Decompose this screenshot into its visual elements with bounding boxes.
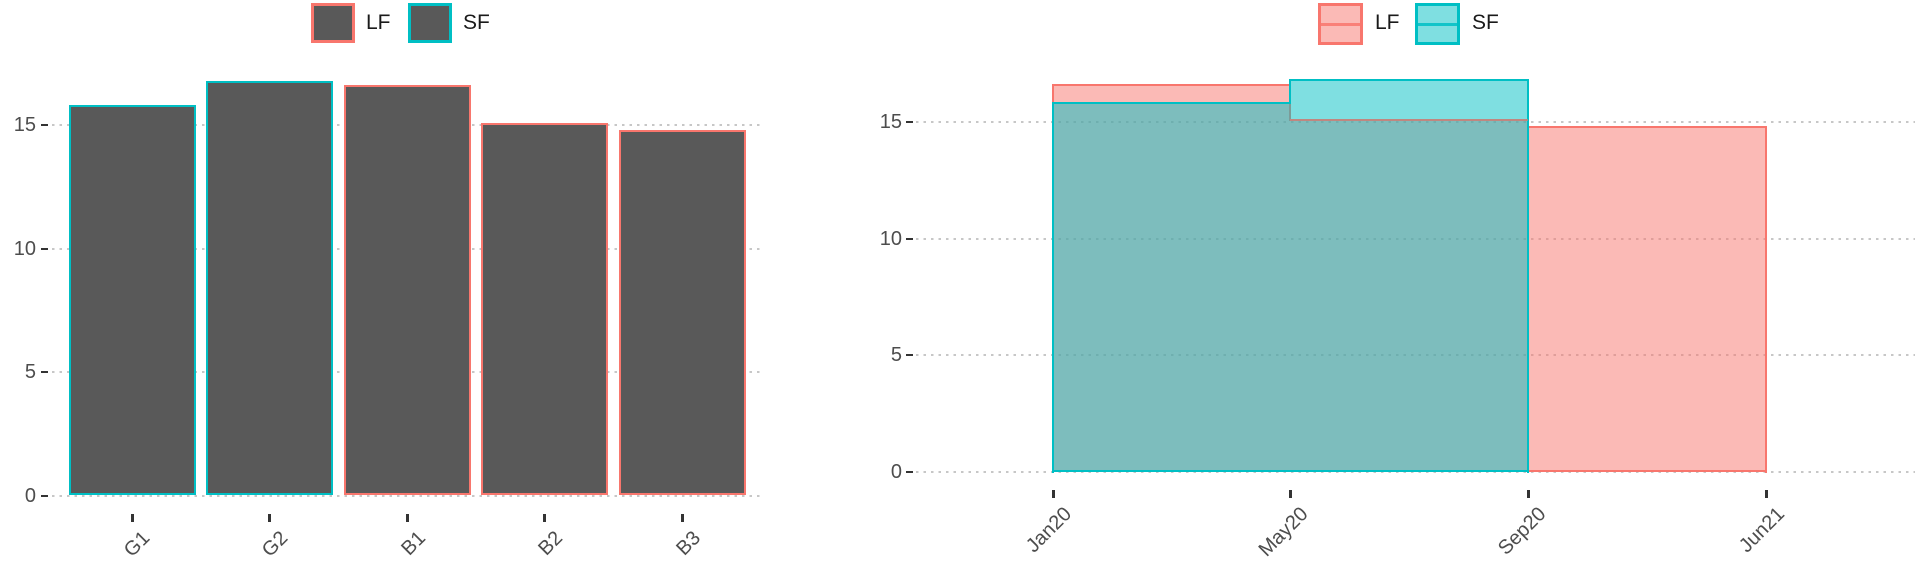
- x-axis-tick-label: Jun21: [1734, 503, 1789, 558]
- y-axis-tick-label: 5: [24, 361, 36, 383]
- y-axis-tickmark: [41, 124, 48, 126]
- gridline-y0: [52, 494, 762, 497]
- area-edge-left-sf: [1052, 102, 1054, 473]
- x-axis-tick-label: G2: [257, 527, 293, 562]
- x-axis-tick-label: B2: [534, 527, 568, 560]
- area-edge-right-sf: [1527, 79, 1529, 473]
- x-axis-tick-label: B1: [396, 527, 430, 560]
- area-fill-sf: [1290, 80, 1528, 472]
- legend-label-sf: SF: [463, 11, 490, 34]
- x-axis-tick-label: G1: [120, 527, 155, 562]
- bar-g1: [68, 105, 196, 496]
- area-top-sf: [1290, 79, 1528, 82]
- x-axis-tickmark: [680, 514, 684, 522]
- y-axis-tickmark: [41, 247, 48, 250]
- legend-label-lf: LF: [1375, 11, 1400, 34]
- legend-label-sf: SF: [1472, 11, 1499, 34]
- y-axis-tick-label: 0: [24, 484, 36, 507]
- area-top-sf: [1053, 102, 1290, 105]
- x-axis-tick-label: Jan20: [1021, 503, 1076, 558]
- y-axis-tickmark: [906, 237, 913, 240]
- area-step-sf: [1289, 79, 1291, 105]
- y-axis-tickmark: [41, 494, 48, 497]
- x-axis-tickmark: [543, 514, 546, 522]
- legend-swatch-sf: [1415, 3, 1460, 45]
- bar-b2: [481, 122, 608, 496]
- y-axis-tick-label: 5: [890, 344, 902, 367]
- legend-swatch-lf: [1318, 3, 1363, 45]
- legend-swatch-sf: [408, 3, 452, 43]
- area-edge-right-lf: [1765, 125, 1767, 473]
- legend-swatch-midline: [1418, 22, 1457, 26]
- bar-b1: [343, 85, 471, 496]
- area-top-lf: [1528, 125, 1766, 128]
- area-fill-sf: [1053, 103, 1290, 472]
- y-axis-tick-label: 10: [879, 227, 902, 250]
- area-top-lf: [1053, 83, 1290, 86]
- x-axis-tick-label: Sep20: [1494, 503, 1551, 560]
- area-top-lf-overlay: [1290, 118, 1528, 121]
- x-axis-tickmark: [1288, 490, 1292, 498]
- y-axis-tickmark: [41, 371, 48, 373]
- gridline-y0: [916, 471, 1915, 473]
- x-axis-tickmark: [1526, 490, 1530, 498]
- x-axis-tickmark: [405, 514, 409, 522]
- bar-g2: [206, 80, 333, 496]
- y-axis-tick-label: 0: [890, 461, 902, 483]
- y-axis-tickmark: [906, 471, 913, 473]
- legend-swatch-lf: [311, 3, 355, 43]
- x-axis-tickmark: [268, 514, 271, 522]
- y-axis-tick-label: 15: [13, 114, 36, 136]
- y-axis-tickmark: [906, 354, 913, 357]
- x-axis-tickmark: [1764, 490, 1768, 498]
- legend-swatch-midline: [1321, 22, 1360, 26]
- y-axis-tickmark: [906, 121, 913, 124]
- legend-label-lf: LF: [366, 11, 391, 34]
- area-bottom-sf: [1053, 470, 1528, 472]
- x-axis-tickmark: [1051, 490, 1055, 498]
- x-axis-tickmark: [130, 514, 134, 522]
- x-axis-tick-label: B3: [671, 527, 705, 560]
- x-axis-tick-label: May20: [1254, 503, 1313, 562]
- area-fill-lf: [1528, 126, 1766, 472]
- y-axis-tick-label: 15: [879, 111, 902, 134]
- bar-b3: [618, 129, 746, 496]
- y-axis-tick-label: 10: [13, 237, 36, 260]
